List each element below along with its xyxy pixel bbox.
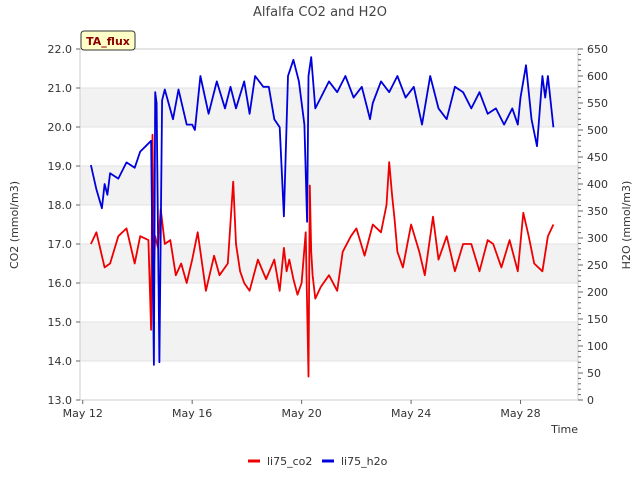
right-tick-label: 200 — [587, 286, 608, 299]
y-axis-right-label: H2O (mmol/m3) — [620, 181, 633, 270]
right-axis-ticks: 0 50 100 150 200 250 300 350 400 450 500 550 600 650 — [578, 43, 608, 407]
legend-label-li75_co2: li75_co2 — [267, 455, 312, 468]
grid-band — [80, 166, 578, 205]
right-tick-label: 150 — [587, 313, 608, 326]
grid-band — [80, 322, 578, 361]
right-tick-label: 350 — [587, 205, 608, 218]
left-tick-label: 17.0 — [48, 238, 73, 251]
right-tick-label: 300 — [587, 232, 608, 245]
x-tick-label: May 12 — [63, 407, 103, 420]
left-tick-label: 21.0 — [48, 82, 73, 95]
legend: li75_co2 li75_h2o — [248, 455, 388, 468]
left-tick-label: 13.0 — [48, 394, 73, 407]
x-axis-ticks: May 12 May 16 May 20 May 24 May 28 — [63, 400, 541, 420]
x-tick-label: May 28 — [500, 407, 540, 420]
ta-flux-badge-label: TA_flux — [86, 35, 130, 48]
right-tick-label: 600 — [587, 70, 608, 83]
x-tick-label: May 24 — [391, 407, 431, 420]
series-line-li75_co2 — [90, 133, 555, 378]
left-tick-label: 14.0 — [48, 355, 73, 368]
left-tick-label: 15.0 — [48, 316, 73, 329]
right-tick-label: 650 — [587, 43, 608, 56]
series-line-li75_h2o — [90, 56, 555, 366]
left-tick-label: 22.0 — [48, 43, 73, 56]
x-tick-label: May 20 — [282, 407, 322, 420]
left-tick-label: 16.0 — [48, 277, 73, 290]
ta-flux-badge: TA_flux — [80, 30, 136, 51]
left-tick-label: 20.0 — [48, 121, 73, 134]
legend-label-li75_h2o: li75_h2o — [341, 455, 388, 468]
right-tick-label: 250 — [587, 259, 608, 272]
right-tick-label: 0 — [587, 394, 594, 407]
right-tick-label: 500 — [587, 124, 608, 137]
right-tick-label: 50 — [587, 367, 601, 380]
left-tick-label: 19.0 — [48, 160, 73, 173]
x-tick-label: May 16 — [172, 407, 212, 420]
right-tick-label: 100 — [587, 340, 608, 353]
series-layer — [90, 56, 555, 378]
right-tick-label: 550 — [587, 97, 608, 110]
y-axis-left-label: CO2 (mmol/m3) — [8, 181, 21, 269]
x-axis-label: Time — [550, 423, 578, 436]
right-tick-label: 400 — [587, 178, 608, 191]
chart-title: Alfalfa CO2 and H2O — [253, 5, 387, 20]
right-tick-label: 450 — [587, 151, 608, 164]
left-tick-label: 18.0 — [48, 199, 73, 212]
plot-area — [79, 48, 579, 401]
left-axis-ticks: 13.0 14.0 15.0 16.0 17.0 18.0 19.0 20.0 21.0 22.0 — [48, 43, 80, 407]
